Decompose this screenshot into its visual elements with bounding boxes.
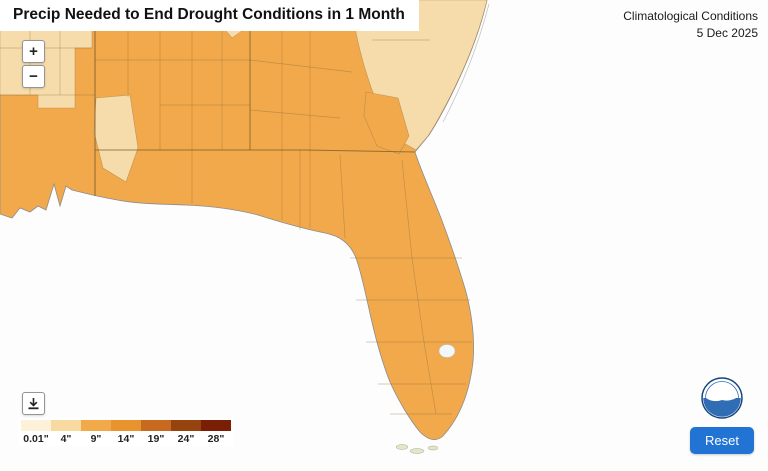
land-light-panhandle (93, 94, 139, 183)
legend: 0.01" 4" 9" 14" 19" 24" 28" (18, 418, 234, 446)
page-title: Precip Needed to End Drought Conditions … (0, 0, 419, 31)
reset-button[interactable]: Reset (690, 427, 754, 454)
legend-label: 9" (90, 433, 102, 445)
legend-label: 28" (207, 433, 225, 445)
florida-keys (395, 444, 439, 454)
download-icon (28, 398, 39, 410)
legend-color-ramp (21, 420, 231, 431)
legend-label: 0.01" (23, 433, 49, 445)
zoom-out-button[interactable]: − (22, 65, 45, 88)
legend-swatch (201, 420, 231, 431)
legend-label: 4" (60, 433, 72, 445)
legend-swatch (51, 420, 81, 431)
legend-swatch (81, 420, 111, 431)
legend-swatch (21, 420, 51, 431)
legend-swatch (141, 420, 171, 431)
legend-label: 19" (147, 433, 165, 445)
barrier-island-line (442, 3, 490, 123)
zoom-control: + − (22, 40, 45, 88)
legend-swatch (171, 420, 201, 431)
lake (438, 344, 456, 358)
zoom-in-button[interactable]: + (22, 40, 45, 63)
legend-labels: 0.01" 4" 9" 14" 19" 24" 28" (21, 431, 231, 445)
meta-date: 5 Dec 2025 (696, 26, 758, 41)
legend-swatch (111, 420, 141, 431)
download-button[interactable] (22, 392, 45, 415)
noaa-logo-icon (701, 377, 743, 419)
noaa-logo (701, 377, 743, 419)
legend-label: 24" (177, 433, 195, 445)
meta-conditions-label: Climatological Conditions (623, 9, 758, 23)
legend-label: 14" (117, 433, 135, 445)
meta-block: Climatological Conditions 5 Dec 2025 (623, 8, 758, 43)
land-orange-inlier (363, 91, 410, 155)
